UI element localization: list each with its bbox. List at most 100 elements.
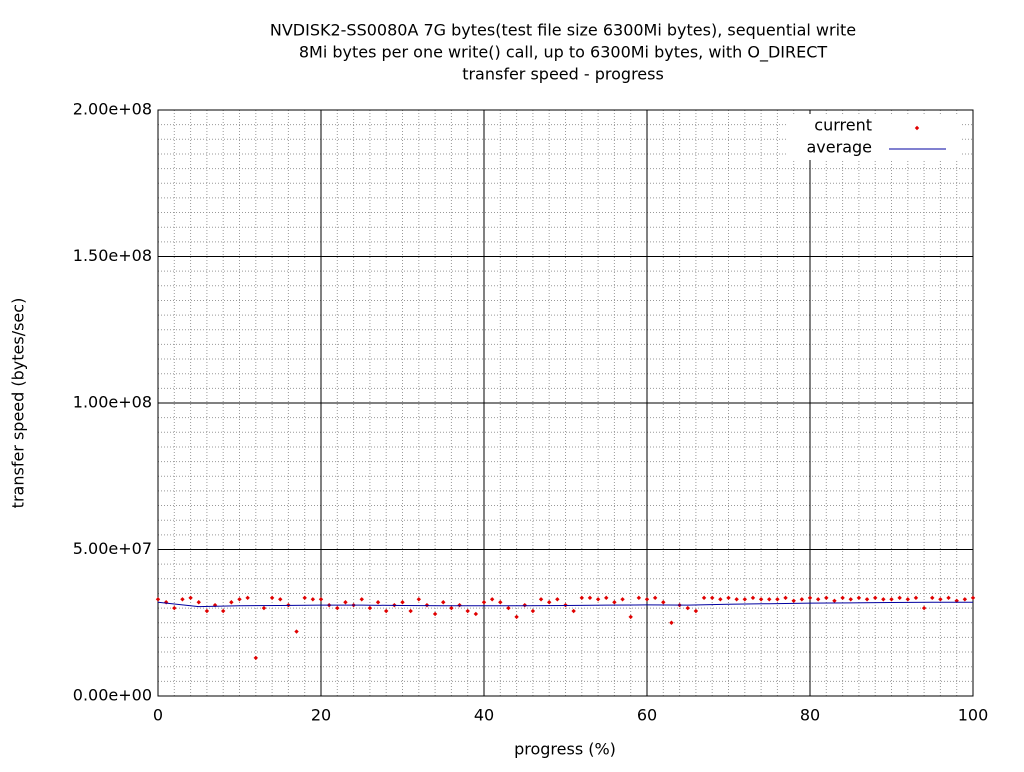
chart-title: NVDISK2-SS0080A 7G bytes(test file size …: [270, 21, 856, 40]
data-point: [815, 597, 821, 602]
data-point: [840, 595, 845, 601]
data-point: [661, 600, 666, 605]
data-point: [921, 605, 927, 611]
data-point: [571, 608, 576, 614]
y-axis-label: transfer speed (bytes/sec): [9, 298, 28, 509]
data-point: [750, 595, 756, 601]
data-point: [196, 600, 201, 605]
data-point: [335, 605, 340, 611]
data-point: [432, 611, 438, 617]
data-point: [775, 597, 780, 602]
x-tick-label: 60: [637, 706, 657, 725]
data-point: [726, 595, 731, 601]
data-point: [718, 597, 723, 602]
data-point: [930, 595, 935, 601]
data-point: [628, 614, 633, 620]
data-point: [506, 605, 511, 611]
data-point: [204, 608, 210, 614]
y-tick-label: 5.00e+07: [73, 539, 152, 558]
y-tick-label: 0.00e+00: [73, 686, 152, 705]
data-point: [172, 605, 177, 611]
data-point: [449, 605, 454, 611]
data-point: [799, 597, 805, 602]
data-point: [530, 608, 536, 614]
data-point: [180, 597, 185, 602]
data-point: [832, 598, 837, 603]
y-tick-label: 2.00e+08: [73, 100, 152, 119]
data-point: [457, 602, 462, 608]
data-point: [644, 597, 650, 602]
data-point: [612, 600, 617, 605]
data-point: [783, 595, 788, 601]
legend-box: [786, 114, 962, 160]
data-point: [408, 608, 413, 614]
data-point: [962, 597, 968, 602]
data-point: [848, 597, 853, 602]
plot-border: [157, 109, 974, 697]
data-point: [758, 597, 764, 602]
data-point: [791, 598, 796, 603]
legend-marker: [914, 125, 920, 131]
chart-subtitle: 8Mi bytes per one write() call, up to 63…: [299, 43, 828, 63]
data-point: [229, 600, 234, 605]
data-point: [604, 595, 609, 601]
x-tick-label: 80: [800, 706, 820, 725]
data-point: [269, 595, 275, 601]
data-point: [685, 605, 690, 611]
data-point: [881, 597, 886, 602]
data-point: [310, 597, 316, 602]
y-tick-label: 1.50e+08: [73, 246, 152, 265]
data-point: [913, 595, 919, 601]
data-point: [367, 605, 373, 611]
data-point: [693, 608, 699, 614]
x-tick-label: 20: [311, 706, 331, 725]
data-point: [375, 600, 381, 605]
data-point: [970, 595, 976, 601]
legend-label: current: [814, 116, 872, 135]
data-point: [473, 611, 479, 617]
data-point: [384, 608, 389, 614]
data-point: [946, 595, 951, 601]
data-point: [701, 595, 707, 601]
data-point: [864, 597, 870, 602]
data-point: [253, 655, 258, 661]
data-point: [767, 597, 772, 602]
data-point: [873, 595, 878, 601]
x-tick-label: 40: [474, 706, 494, 725]
data-point: [710, 595, 715, 601]
data-point: [636, 595, 642, 601]
data-point: [212, 602, 218, 608]
data-point: [416, 597, 421, 602]
data-point: [856, 595, 862, 601]
x-tick-label: 100: [958, 706, 989, 725]
data-point: [261, 605, 267, 611]
data-point: [481, 600, 487, 605]
data-point: [221, 608, 226, 614]
data-point: [302, 595, 307, 601]
data-point: [897, 595, 902, 601]
data-point: [807, 595, 813, 601]
data-point: [587, 595, 593, 601]
average-line: [157, 601, 973, 608]
data-point: [343, 600, 348, 605]
data-point: [318, 597, 324, 602]
data-point: [669, 620, 674, 625]
data-point: [954, 598, 959, 603]
data-point: [465, 608, 470, 614]
data-point: [620, 597, 625, 602]
chart-subtitle: transfer speed - progress: [462, 65, 664, 84]
x-axis-label: progress (%): [514, 740, 616, 759]
data-point: [489, 597, 495, 602]
data-point: [579, 595, 584, 601]
data-point: [237, 597, 242, 602]
data-point: [245, 595, 250, 601]
data-point: [278, 597, 283, 602]
data-point: [905, 597, 910, 602]
data-point: [547, 600, 552, 605]
data-point: [538, 597, 544, 602]
data-point: [522, 602, 527, 608]
data-point: [359, 597, 364, 602]
data-point: [889, 597, 894, 602]
data-point: [595, 597, 601, 602]
